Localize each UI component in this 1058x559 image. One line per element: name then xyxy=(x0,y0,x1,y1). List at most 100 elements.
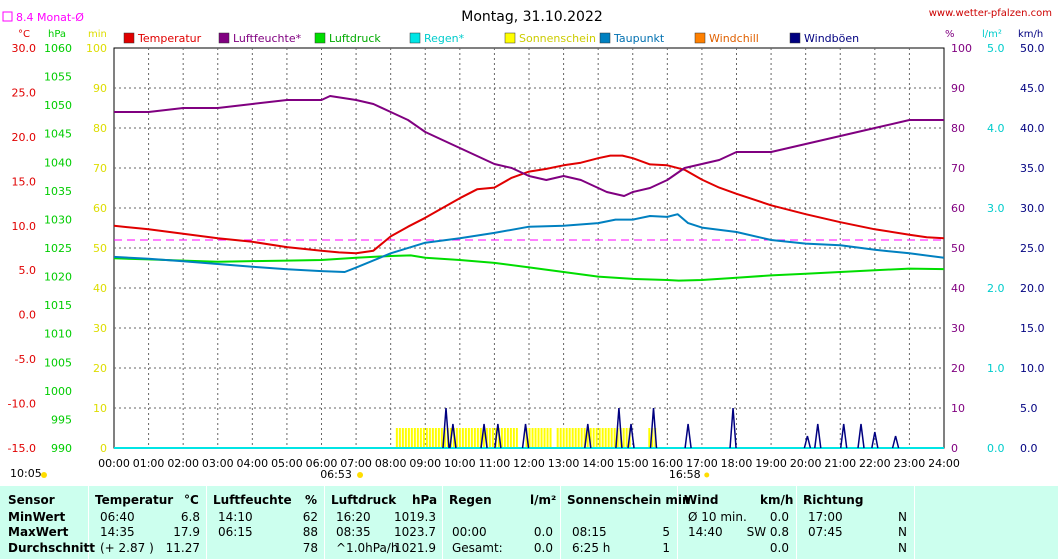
pressure-unit: hPa xyxy=(48,29,66,40)
time-tick-label: 19:00 xyxy=(755,457,787,470)
sunshine-bar xyxy=(622,428,625,448)
table-divider xyxy=(88,486,89,559)
temp-tick-label: -15.0 xyxy=(8,442,36,455)
gust-spike xyxy=(839,423,848,449)
rain-tick-label: 3.0 xyxy=(987,202,1005,215)
table-cell-s-val: 5 xyxy=(662,525,670,539)
sunshine-bar xyxy=(500,428,503,448)
monthly-avg-icon xyxy=(2,11,13,22)
table-cell-w-time: Ø 10 min. xyxy=(688,510,747,524)
hum-tick-label: 100 xyxy=(951,42,972,55)
pressure-tick-label: 1045 xyxy=(44,128,72,141)
table-cell-t-time: 06:40 xyxy=(100,510,135,524)
table-cell-w-val: SW 0.8 xyxy=(746,525,789,539)
rain-tick-label: 5.0 xyxy=(987,42,1005,55)
time-tick-label: 02:00 xyxy=(167,457,199,470)
sunshine-bar xyxy=(586,428,589,448)
gust-spike xyxy=(494,423,502,449)
sunset-time: 16:58 xyxy=(669,468,701,481)
time-tick-label: 04:00 xyxy=(236,457,268,470)
wind-tick-label: 25.0 xyxy=(1020,242,1045,255)
gust-spike xyxy=(627,423,635,449)
gust-spike xyxy=(684,423,692,449)
gust-spike xyxy=(480,423,488,449)
table-cell-h-time: 06:15 xyxy=(218,525,253,539)
time-tick-label: 22:00 xyxy=(859,457,891,470)
sunshine-bar xyxy=(410,428,413,448)
time-tick-label: 20:00 xyxy=(790,457,822,470)
legend: Temperatur Luftfeuchte* Luftdruck Regen* Son… xyxy=(123,32,859,45)
table-cell-p-val: 1021.9 xyxy=(394,541,436,555)
table-cell-d-val: N xyxy=(898,541,907,555)
sunshine-bar xyxy=(559,428,562,448)
table-cell-t-time: (+ 2.87 ) xyxy=(100,541,154,555)
hum-tick-label: 10 xyxy=(951,402,965,415)
header-temp-unit: °C xyxy=(184,493,199,507)
table-cell-s-val: 1 xyxy=(662,541,670,555)
wind-tick-label: 40.0 xyxy=(1020,122,1045,135)
sunshine-bar xyxy=(598,428,601,448)
series-line-luftdruck xyxy=(113,254,945,282)
header-wind-unit: km/h xyxy=(760,493,794,507)
pressure-tick-label: 1040 xyxy=(44,156,72,169)
sunshine-bar xyxy=(458,428,461,448)
legend-swatch xyxy=(599,32,611,44)
legend-swatch xyxy=(694,32,706,44)
sunshine-bar xyxy=(491,428,494,448)
gust-spike xyxy=(891,435,900,449)
weather-chart: 30.0 25.0 20.0 15.0 10.0 5.0 0.0 -5.0 -10.0 -15.0… xyxy=(2,8,1052,481)
gust-spike xyxy=(729,407,737,449)
site-link[interactable]: www.wetter-pfalzen.com xyxy=(929,8,1052,19)
gust-spike xyxy=(803,435,812,449)
temp-tick-label: 25.0 xyxy=(12,86,37,99)
wind-tick-label: 45.0 xyxy=(1020,82,1045,95)
gust-spike xyxy=(584,423,592,449)
sunshine-bar xyxy=(648,428,651,448)
pressure-tick-label: 1025 xyxy=(44,242,72,255)
grid xyxy=(114,48,944,448)
legend-swatch xyxy=(218,32,230,44)
sunshine-bar xyxy=(574,428,577,448)
time-tick-label: 09:00 xyxy=(409,457,441,470)
sunshine-bar xyxy=(613,428,616,448)
time-tick-label: 24:00 xyxy=(928,457,960,470)
pressure-tick-label: 995 xyxy=(51,413,72,426)
pressure-tick-label: 1035 xyxy=(44,185,72,198)
legend-label: Luftfeuchte* xyxy=(233,32,302,45)
hum-tick-label: 70 xyxy=(951,162,965,175)
table-cell-h-val: 62 xyxy=(302,510,318,524)
chart-title: Montag, 31.10.2022 xyxy=(461,9,603,25)
pressure-tick-label: 1005 xyxy=(44,356,72,369)
pressure-tick-label: 1010 xyxy=(44,328,72,341)
pressure-tick-label: 1020 xyxy=(44,271,72,284)
sunshine-bar xyxy=(543,428,546,448)
table-divider xyxy=(560,486,561,559)
sunshine-bar xyxy=(577,428,580,448)
temp-tick-label: 5.0 xyxy=(19,264,37,277)
sunshine-bar xyxy=(467,428,470,448)
sunshine-bar xyxy=(452,428,455,448)
sunshine-bar xyxy=(568,428,571,448)
sunshine-bar xyxy=(556,428,559,448)
temp-tick-label: 10.0 xyxy=(12,220,37,233)
sunshine-bar xyxy=(422,428,425,448)
legend-swatch xyxy=(504,32,516,44)
legend-label: Sonnenschein xyxy=(519,32,596,45)
stats-table xyxy=(0,486,1058,559)
time-tick-label: 00:00 xyxy=(98,457,130,470)
sun-tick-label: 50 xyxy=(93,242,107,255)
sun-tick-label: 10 xyxy=(93,402,107,415)
sunshine-bar xyxy=(479,428,482,448)
table-cell-h-time: 14:10 xyxy=(218,510,253,524)
series-lines xyxy=(113,95,945,449)
sunrise-time: 06:53 xyxy=(320,468,352,481)
table-cell-t-val: 6.8 xyxy=(180,510,200,524)
wind-unit: km/h xyxy=(1018,29,1043,40)
hum-tick-label: 20 xyxy=(951,362,965,375)
sunshine-bar xyxy=(601,428,604,448)
sunshine-bar xyxy=(534,428,537,448)
legend-label: Windchill xyxy=(709,32,759,45)
sunshine-bar xyxy=(416,428,419,448)
sunshine-bar xyxy=(506,428,509,448)
hum-unit: % xyxy=(945,29,955,40)
